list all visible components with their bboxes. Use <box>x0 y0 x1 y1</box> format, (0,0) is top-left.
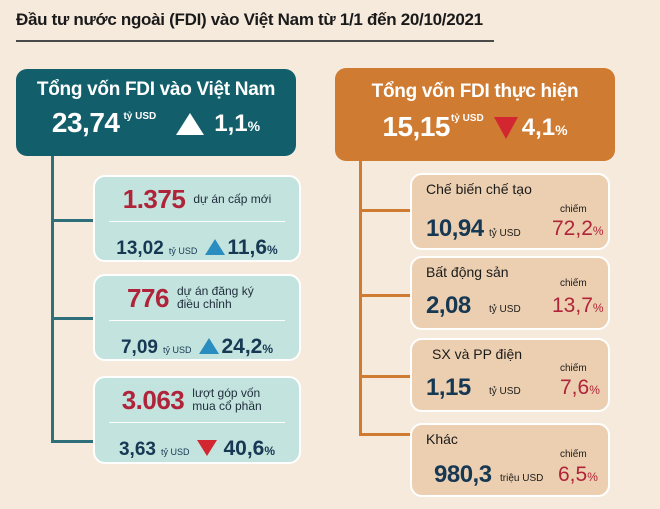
triangle-up-icon <box>199 338 220 354</box>
percent-sign: % <box>262 342 274 356</box>
connector-line <box>359 209 411 212</box>
change-value: 11,6 <box>227 236 268 259</box>
project-desc: dự án cấp mới <box>193 191 272 206</box>
share-label: chiếm <box>560 363 587 374</box>
share-value: 13,7 <box>552 294 593 317</box>
share-label: chiếm <box>560 449 587 460</box>
percent-sign: % <box>264 444 276 458</box>
sector-share: 13,7% <box>552 294 604 318</box>
connector-line <box>51 219 94 222</box>
page-title: Đầu tư nước ngoài (FDI) vào Việt Nam từ … <box>16 10 483 29</box>
connector-line <box>359 375 411 378</box>
unit-label: tỷ USD <box>168 246 198 256</box>
unit-label: tỷ USD <box>489 228 521 239</box>
change-value: 40,6 <box>223 437 265 460</box>
sector-value: 980,3 <box>434 461 492 488</box>
share-value: 72,2 <box>552 217 593 240</box>
total-fdi-registered-value: 23,74 <box>51 107 120 138</box>
total-fdi-disbursed-box: Tổng vốn FDI thực hiện 15,15 tỷ USD 4,1% <box>335 68 615 161</box>
project-count: 776 <box>127 282 169 313</box>
share-value: 7,6 <box>560 376 590 399</box>
unit-label: tỷ USD <box>489 304 521 315</box>
capital-value: 7,09 <box>120 337 158 358</box>
sector-value: 2,08 <box>426 292 471 319</box>
connector-line <box>359 433 411 436</box>
share-label: chiếm <box>560 204 587 215</box>
percent-sign: % <box>267 243 278 257</box>
connector-line <box>51 440 94 443</box>
percent-sign: % <box>555 122 568 138</box>
change-value: 24,2 <box>221 335 263 358</box>
adjusted-projects-card: 776 dự án đăng ký điều chỉnh 7,09 tỷ USD… <box>93 274 301 361</box>
change-percent: 11,6% <box>227 236 277 260</box>
unit-label: triệu USD <box>500 473 544 484</box>
sector-name: Khác <box>426 431 458 447</box>
unit-label: tỷ USD <box>160 447 190 457</box>
change-value: 4,1 <box>521 114 556 141</box>
share-label: chiếm <box>560 278 587 289</box>
sector-card-electricity: SX và PP điện chiếm 1,15 tỷ USD 7,6% <box>410 338 610 412</box>
unit-label: tỷ USD <box>162 345 192 355</box>
connector-line <box>51 156 54 442</box>
sector-name: Bất động sản <box>426 264 509 280</box>
percent-sign: % <box>592 224 604 238</box>
unit-label: tỷ USD <box>123 111 157 122</box>
sector-card-manufacturing: Chế biến chế tạo chiếm 10,94 tỷ USD 72,2… <box>410 173 610 250</box>
share-purchases-card: 3.063 lượt góp vốn mua cổ phần 3,63 tỷ U… <box>93 376 301 464</box>
triangle-up-icon <box>205 239 226 255</box>
share-value: 6,5 <box>558 463 588 486</box>
sector-share: 6,5% <box>558 463 598 487</box>
triangle-down-icon <box>493 117 518 139</box>
new-projects-card: 1.375 dự án cấp mới 13,02 tỷ USD 11,6% <box>93 175 301 262</box>
sector-value: 1,15 <box>426 374 471 401</box>
change-percent: 24,2% <box>221 335 273 359</box>
triangle-down-icon <box>197 440 218 456</box>
change-percent: 40,6% <box>223 437 275 461</box>
project-desc: dự án đăng ký điều chỉnh <box>176 284 254 311</box>
change-value: 1,1 <box>214 110 248 137</box>
sector-value: 10,94 <box>426 215 484 242</box>
triangle-up-icon <box>176 113 205 135</box>
sector-card-other: Khác chiếm 980,3 triệu USD 6,5% <box>410 423 610 497</box>
total-fdi-disbursed-value: 15,15 <box>382 111 450 142</box>
total-fdi-registered-label: Tổng vốn FDI vào Việt Nam <box>36 79 276 100</box>
project-count: 1.375 <box>122 183 186 214</box>
connector-line <box>359 160 362 436</box>
unit-label: tỷ USD <box>450 113 484 124</box>
sector-name: SX và PP điện <box>432 346 523 362</box>
connector-line <box>51 317 94 320</box>
connector-line <box>359 294 411 297</box>
capital-value: 3,63 <box>118 439 156 460</box>
purchase-desc: lượt góp vốn mua cổ phần <box>192 386 262 413</box>
sector-card-real-estate: Bất động sản chiếm 2,08 tỷ USD 13,7% <box>410 256 610 330</box>
sector-name: Chế biến chế tạo <box>426 181 532 197</box>
purchase-count: 3.063 <box>121 384 185 415</box>
change-percent: 4,1% <box>522 114 568 142</box>
title-divider <box>16 40 494 42</box>
percent-sign: % <box>589 383 600 397</box>
total-fdi-disbursed-label: Tổng vốn FDI thực hiện <box>371 81 579 102</box>
unit-label: tỷ USD <box>489 386 521 397</box>
sector-share: 7,6% <box>560 376 600 400</box>
percent-sign: % <box>587 470 598 484</box>
percent-sign: % <box>592 301 604 315</box>
percent-sign: % <box>247 118 261 134</box>
sector-share: 72,2% <box>552 217 604 241</box>
change-percent: 1,1% <box>214 110 260 138</box>
capital-value: 13,02 <box>116 238 164 259</box>
total-fdi-registered-box: Tổng vốn FDI vào Việt Nam 23,74 tỷ USD 1… <box>16 69 296 156</box>
